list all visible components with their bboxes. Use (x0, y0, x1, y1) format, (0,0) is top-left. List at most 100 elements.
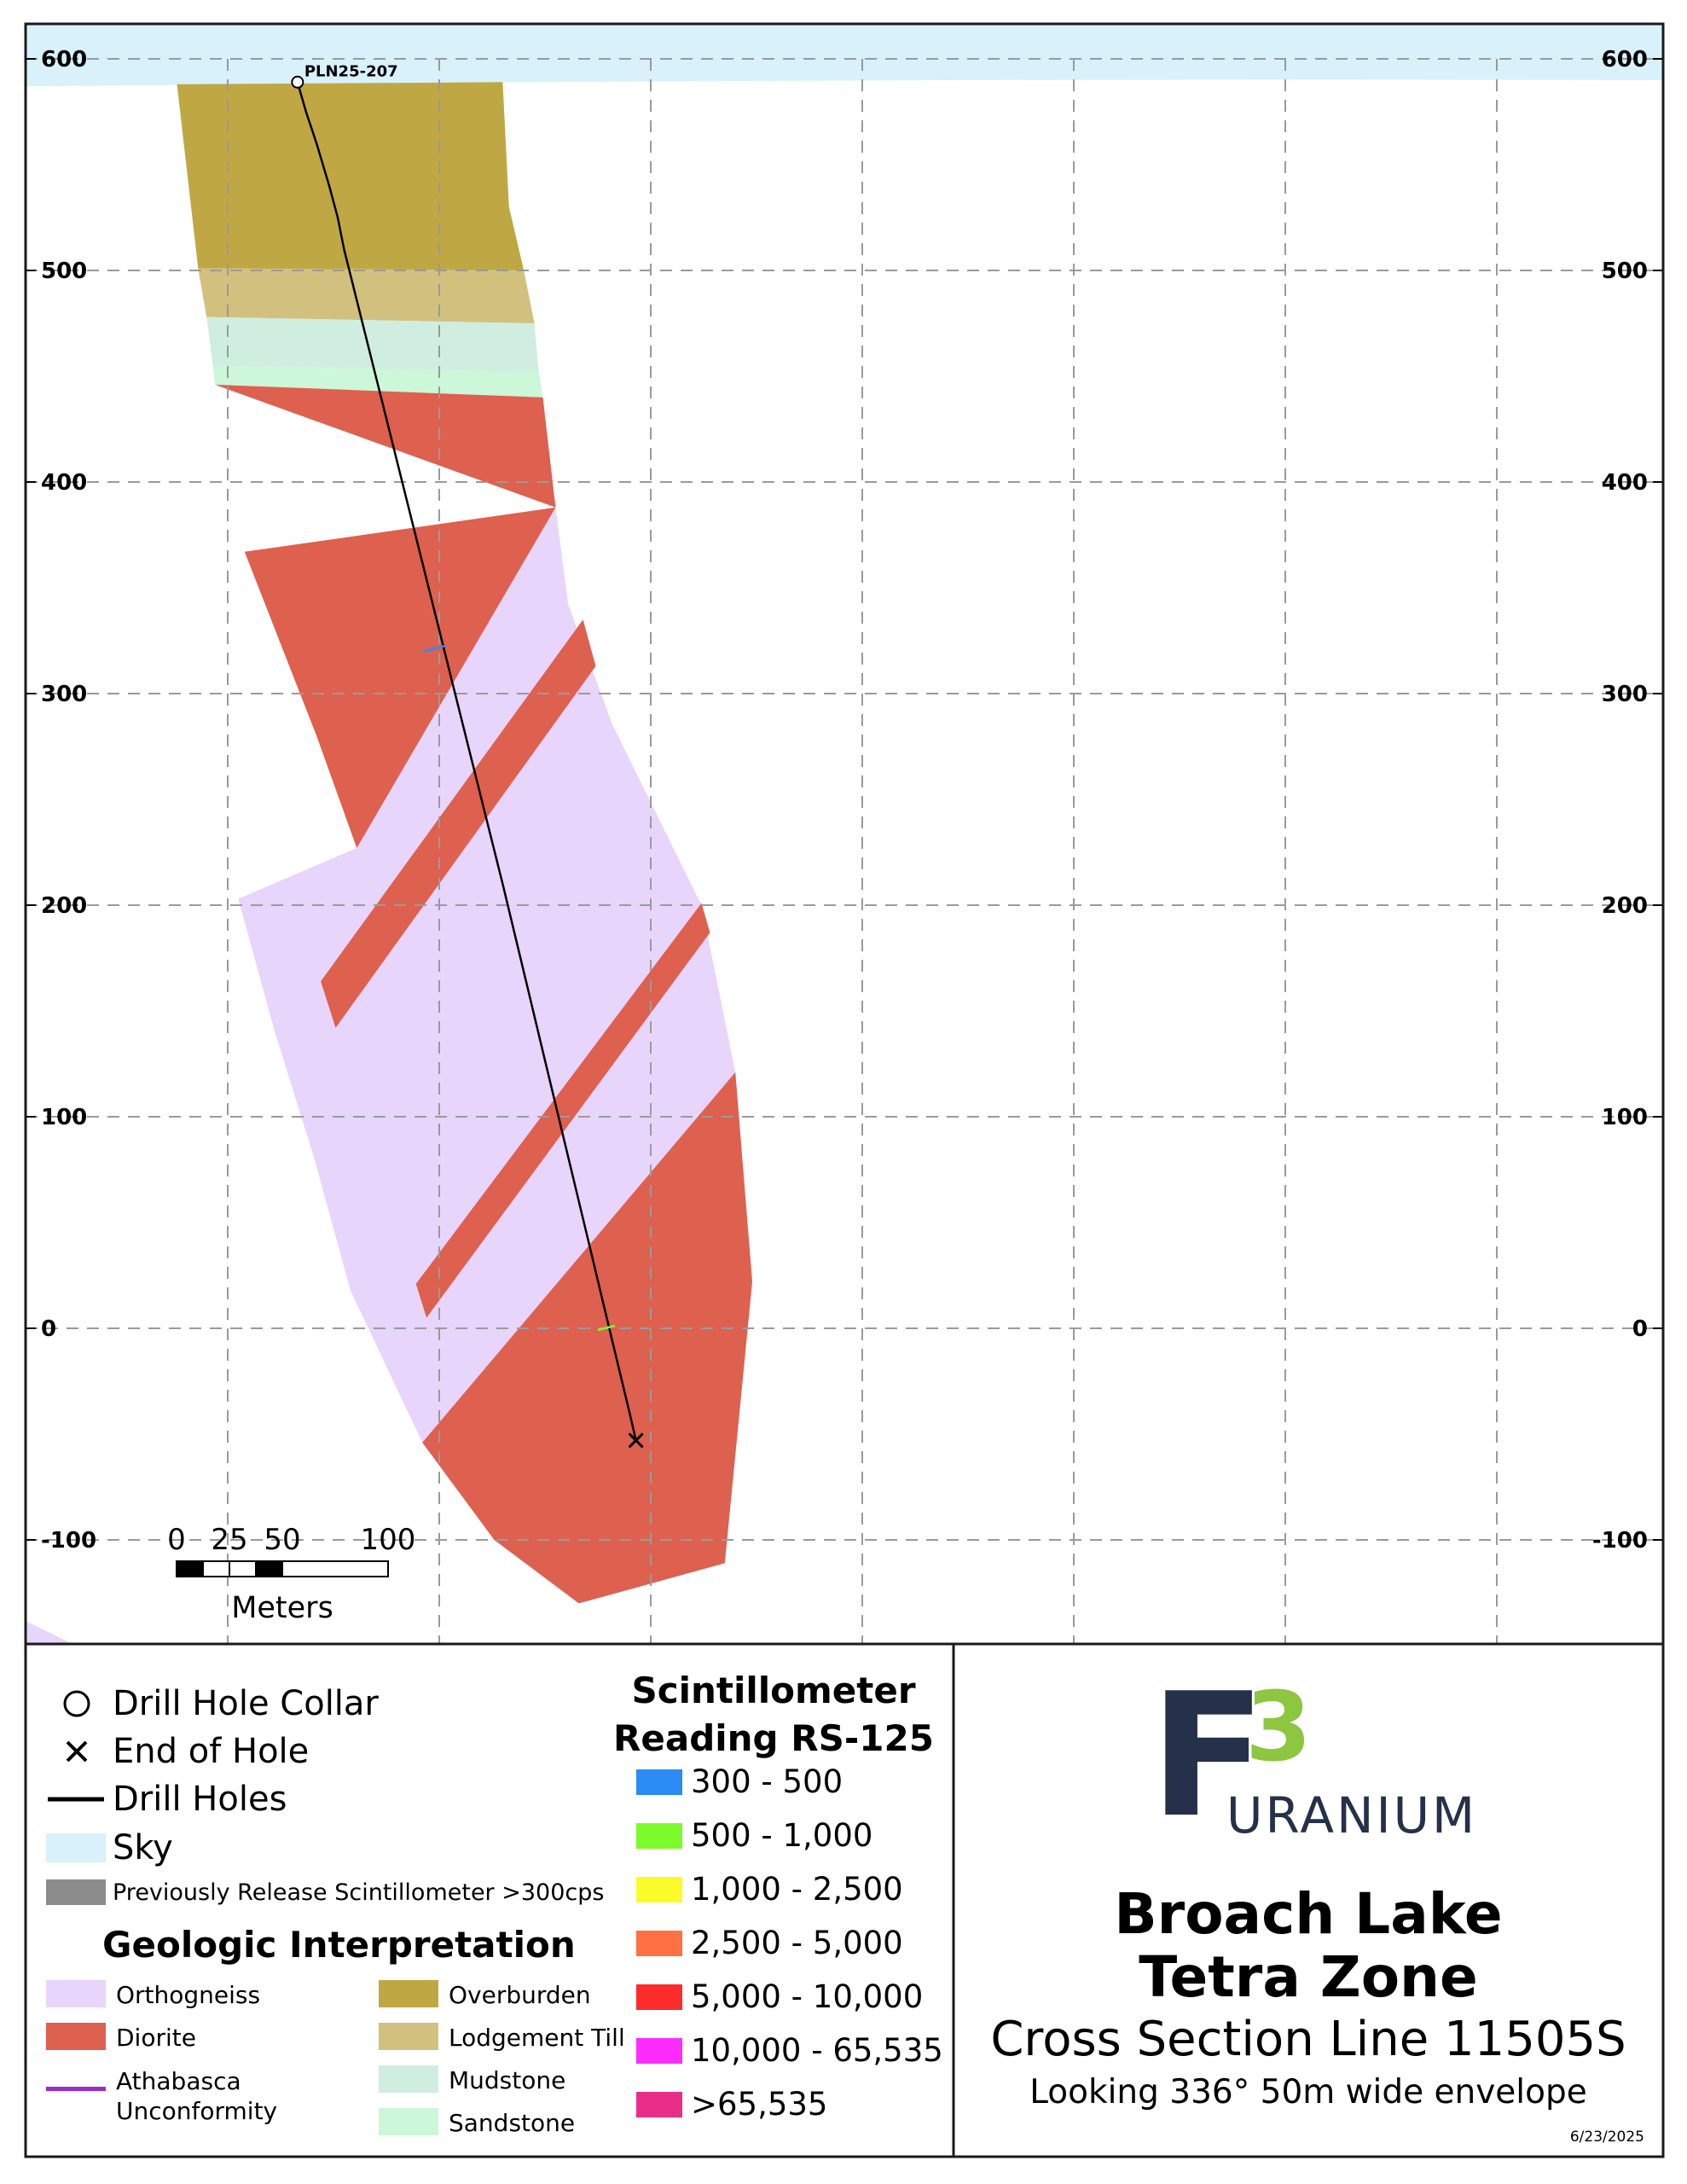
scint-mark-500-1000 (597, 1324, 616, 1332)
scale-bar-segment (255, 1560, 283, 1577)
scint-range-label: 500 - 1,000 (691, 1817, 873, 1854)
drill-hole-group: PLN25-207 (291, 62, 644, 1449)
map-date: 6/23/2025 (1569, 2129, 1644, 2146)
scale-bar-unit: Meters (231, 1591, 333, 1625)
legend-drill-holes: Drill Holes (113, 1780, 287, 1819)
geology-layers (26, 24, 1663, 1644)
elevation-label-left: 0 (41, 1316, 56, 1342)
legend-drill-hole-collar: Drill Hole Collar (113, 1684, 379, 1723)
scint-range-label: 2,500 - 5,000 (691, 1925, 903, 1961)
elevation-label-left: 500 (41, 258, 87, 284)
unconformity-line-swatch (46, 2087, 106, 2091)
scintillometer-heading-line2: Reading RS-125 (613, 1717, 934, 1759)
diorite-lower (422, 1072, 752, 1604)
cross-icon (66, 1740, 88, 1763)
title-looking-direction: Looking 336° 50m wide envelope (1029, 2073, 1587, 2111)
scint-range-label: >65,535 (691, 2086, 828, 2123)
outer-frame (24, 22, 1665, 2158)
logo-word-uranium: URANIUM (1226, 1786, 1478, 1844)
legend-end-of-hole: End of Hole (113, 1732, 310, 1771)
prev-scint-swatch (46, 1879, 106, 1905)
title-cross-section-line: Cross Section Line 11505S (990, 2012, 1626, 2067)
drill-hole-trace (296, 81, 637, 1441)
legend-panel: Drill Hole Collar End of Hole Drill Hole… (26, 1644, 954, 2156)
scale-bar-tick-label: 100 (361, 1523, 416, 1557)
sandstone-swatch (379, 2108, 438, 2135)
scale-bar-segment (202, 1560, 230, 1577)
legend-sky: Sky (113, 1828, 173, 1867)
mudstone-unit (206, 317, 539, 372)
scale-bar-segment (281, 1560, 389, 1577)
scint-range-label: 10,000 - 65,535 (691, 2032, 943, 2069)
end-of-hole-marker (628, 1432, 644, 1449)
diorite-dyke-upper (321, 619, 596, 1028)
legend-previous-scintillometer: Previously Release Scintillometer >300cp… (113, 1879, 605, 1906)
elevation-label-left: -100 (41, 1528, 96, 1554)
elevation-label-left: 600 (41, 47, 87, 73)
title-tetra-zone: Tetra Zone (1139, 1944, 1478, 2010)
overburden-swatch (379, 1980, 438, 2007)
scint-range-swatch (636, 1984, 682, 2010)
scint-range-swatch (636, 1823, 682, 1849)
title-panel: F 3 URANIUM Broach Lake Tetra Zone Cross… (954, 1644, 1663, 2156)
elevation-label-right: -100 (1592, 1528, 1648, 1554)
elevation-label-right: 500 (1602, 258, 1648, 284)
elevation-label-left: 200 (41, 893, 87, 919)
legend-sandstone: Sandstone (449, 2109, 576, 2137)
scint-range-label: 5,000 - 10,000 (691, 1978, 924, 2015)
scale-bar-tick-label: 50 (264, 1523, 300, 1557)
scint-range-swatch (636, 2092, 682, 2117)
scint-range-swatch (636, 1877, 682, 1902)
elevation-label-right: 100 (1602, 1105, 1648, 1130)
geologic-interpretation-heading: Geologic Interpretation (102, 1924, 576, 1966)
logo-number-3: 3 (1245, 1672, 1312, 1783)
elevation-label-right: 400 (1602, 470, 1648, 496)
scint-range-label: 1,000 - 2,500 (691, 1871, 903, 1908)
legend-athabasca-unconformity: Athabasca Unconformity (116, 2067, 278, 2125)
diorite-dyke-lower (415, 903, 710, 1318)
title-broach-lake: Broach Lake (1114, 1881, 1503, 1947)
legend-orthogneiss: Orthogneiss (116, 1981, 261, 2009)
orthogneiss-swatch (46, 1980, 106, 2007)
legend-mudstone: Mudstone (449, 2066, 566, 2094)
scint-mark-300-500 (422, 644, 446, 653)
elevation-label-right: 200 (1602, 893, 1648, 919)
lodgement-till-unit (198, 268, 535, 323)
legend-lodgement-till: Lodgement Till (449, 2024, 625, 2052)
scale-bar-tick-label: 25 (211, 1523, 247, 1557)
diorite-swatch (46, 2023, 106, 2050)
legend-diorite: Diorite (116, 2024, 196, 2052)
elevation-label-right: 0 (1632, 1316, 1648, 1342)
elevation-label-left: 400 (41, 470, 87, 496)
diorite-upper (215, 384, 556, 848)
sky-band (26, 59, 1663, 87)
scint-range-swatch (636, 2038, 682, 2064)
scint-range-label: 300 - 500 (691, 1763, 844, 1800)
scale-bar-segment (176, 1560, 204, 1577)
line-icon (48, 1797, 104, 1802)
lodgement-till-swatch (379, 2023, 438, 2050)
elevation-label-right: 600 (1602, 47, 1648, 73)
scale-bar-segment (229, 1560, 257, 1577)
scale-bar-tick-label: 0 (167, 1523, 186, 1557)
scint-range-swatch (636, 1931, 682, 1956)
sky-band-top (26, 24, 1663, 59)
elevation-label-left: 300 (41, 682, 87, 707)
sky-swatch (46, 1833, 106, 1862)
elevation-label-right: 300 (1602, 682, 1648, 707)
circle-icon (63, 1690, 90, 1717)
f3-uranium-logo: F 3 URANIUM (1150, 1671, 1508, 1849)
legend-overburden: Overburden (449, 1981, 591, 2009)
drill-hole-label: PLN25-207 (304, 62, 398, 80)
drill-hole-collar (291, 75, 304, 89)
overburden-unit (177, 82, 525, 270)
scint-range-swatch (636, 1769, 682, 1795)
logo-letter-f: F (1150, 1657, 1267, 1856)
scale-bar: 0 25 50 100 Meters (167, 1523, 415, 1625)
scintillometer-heading-line1: Scintillometer (631, 1670, 916, 1711)
mudstone-swatch (379, 2065, 438, 2093)
elevation-label-left: 100 (41, 1105, 87, 1130)
orthogneiss-corner (26, 1621, 72, 1644)
